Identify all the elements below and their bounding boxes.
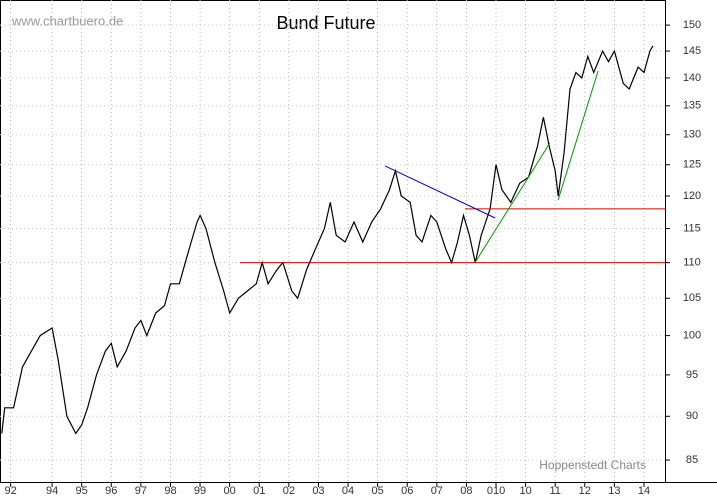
x-tick-label: 01 <box>253 485 265 497</box>
y-tick-label: 135 <box>683 100 701 112</box>
y-tick-label: 130 <box>683 129 701 141</box>
x-tick-label: 04 <box>342 485 354 497</box>
y-tick-label: 145 <box>683 45 701 57</box>
x-tick-label: 07 <box>431 485 443 497</box>
trend-line <box>384 165 496 219</box>
y-tick-label: 85 <box>686 454 698 466</box>
y-tick-label: 110 <box>683 257 701 269</box>
y-tick-label: 100 <box>683 330 701 342</box>
x-tick-label: 98 <box>164 485 176 497</box>
x-tick-label: 97 <box>135 485 147 497</box>
x-tick-label: 92 <box>5 485 17 497</box>
x-tick-label: 10 <box>519 485 531 497</box>
x-tick-label: 03 <box>312 485 324 497</box>
x-tick-label: 11 <box>549 485 560 497</box>
y-tick-label: 95 <box>686 369 698 381</box>
y-tick-label: 140 <box>683 72 701 84</box>
y-tick-label: 90 <box>686 410 698 422</box>
x-tick-label: 96 <box>105 485 117 497</box>
x-tick-label: 95 <box>76 485 88 497</box>
x-tick-label: 14 <box>638 485 650 497</box>
x-tick-label: 02 <box>283 485 295 497</box>
plot-frame <box>0 0 666 483</box>
y-tick-label: 105 <box>683 292 701 304</box>
x-tick-label: 12 <box>579 485 591 497</box>
y-tick-label: 150 <box>683 19 701 31</box>
x-tick-label: 06 <box>401 485 413 497</box>
trend-line <box>474 142 551 263</box>
x-tick-label: 08 <box>460 485 472 497</box>
x-tick-label: 05 <box>372 485 384 497</box>
y-tick-label: 125 <box>683 159 701 171</box>
x-tick-label: 13 <box>608 485 620 497</box>
source-label: www.chartbuero.de <box>11 13 123 28</box>
credit-label: Hoppenstedt Charts <box>539 458 646 472</box>
x-tick-label: 00 <box>224 485 236 497</box>
x-tick-label: 99 <box>194 485 206 497</box>
trend-line <box>557 70 599 200</box>
x-tick-label: 010 <box>487 485 505 497</box>
chart-title: Bund Future <box>276 13 375 33</box>
y-tick-label: 115 <box>683 222 701 234</box>
x-tick-label: 94 <box>46 485 58 497</box>
price-line <box>1 45 654 435</box>
y-tick-label: 120 <box>683 190 701 202</box>
